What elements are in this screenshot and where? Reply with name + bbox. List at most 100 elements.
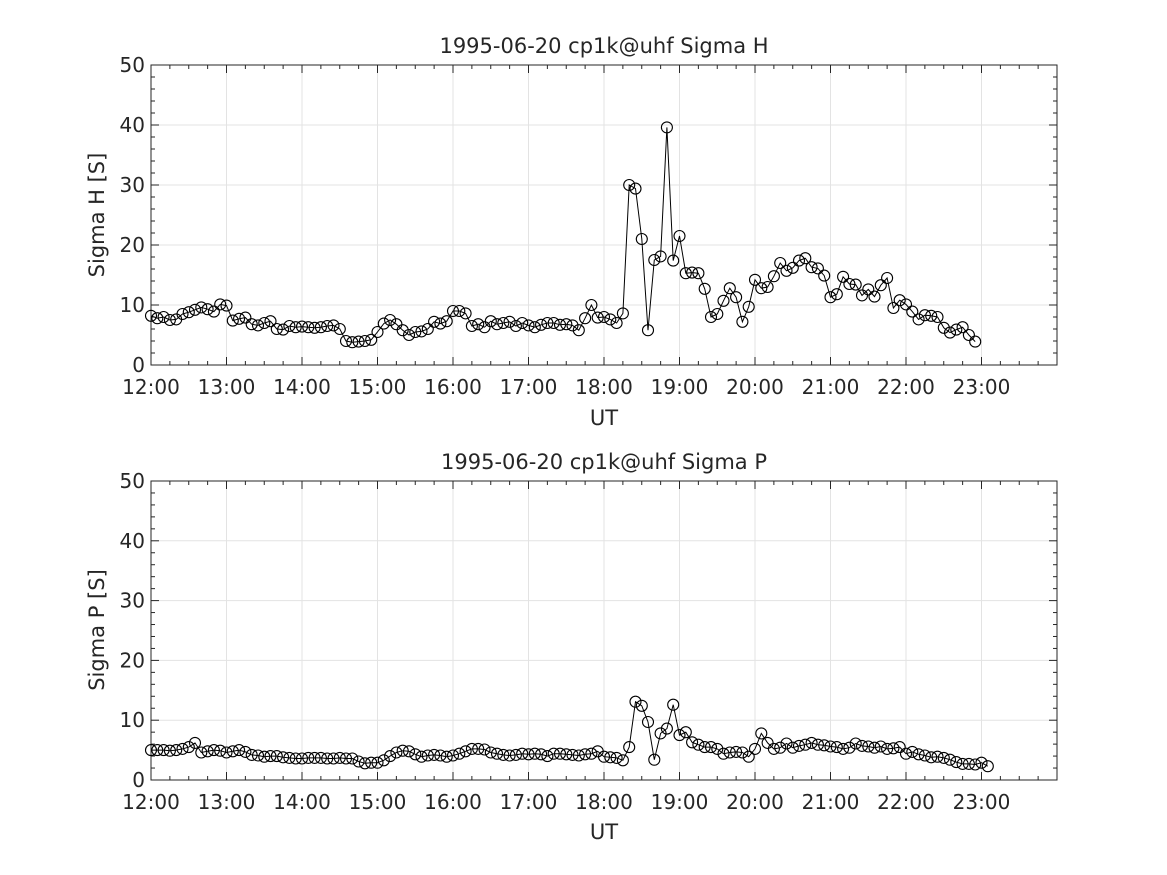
- sigma-h-data-point: [572, 324, 585, 337]
- sigma-p-data-point: [761, 736, 774, 749]
- sigma-h-xtick-label: 19:00: [651, 375, 709, 399]
- sigma-p-data-point: [981, 760, 994, 773]
- sigma-h-data-point: [761, 280, 774, 294]
- sigma-h-data-point: [969, 335, 982, 348]
- sigma-h-data-point: [648, 253, 661, 267]
- sigma-p-data-point: [535, 748, 548, 761]
- sigma-p-data-point: [616, 754, 629, 767]
- sigma-p-data-point: [748, 742, 762, 755]
- sigma-h-data-point: [245, 318, 258, 331]
- sigma-p-data-point: [648, 753, 661, 766]
- sigma-h-data-point: [239, 311, 252, 324]
- sigma-h-data-point: [207, 305, 220, 318]
- sigma-p-xtick-label: 21:00: [802, 790, 860, 814]
- sigma-p-data-point: [610, 751, 623, 764]
- sigma-h-data-point: [623, 178, 636, 192]
- sigma-h-data-point: [434, 317, 447, 330]
- sigma-p-data-point: [201, 745, 214, 758]
- sigma-h-data-point: [704, 310, 718, 324]
- sigma-p-xlabel: UT: [590, 820, 618, 844]
- sigma-p-data-point: [931, 750, 944, 763]
- sigma-h-data-point: [402, 328, 416, 342]
- sigma-p-data-point: [220, 746, 233, 759]
- sigma-h-data-point: [560, 318, 573, 331]
- sigma-h-data-point: [314, 321, 327, 334]
- sigma-p-data-point: [799, 738, 812, 751]
- sigma-p-data-point: [742, 750, 755, 763]
- sigma-h-data-point: [811, 262, 824, 275]
- sigma-p-ylabel: Sigma P [S]: [85, 569, 109, 691]
- sigma-p-data-point: [264, 750, 277, 763]
- sigma-p-xtick-label: 15:00: [349, 790, 407, 814]
- sigma-p-ytick-label: 40: [120, 529, 145, 553]
- sigma-h-data-point: [163, 313, 176, 327]
- sigma-p-data-point: [566, 748, 579, 761]
- sigma-h-data-point: [321, 319, 334, 333]
- sigma-p-data-point: [440, 750, 453, 763]
- sigma-p-data-point: [390, 746, 403, 759]
- sigma-h-data-point: [409, 325, 422, 339]
- sigma-h-xtick-label: 18:00: [575, 375, 633, 399]
- sigma-p-data-point: [679, 726, 692, 739]
- sigma-h-data-point: [830, 288, 843, 301]
- sigma-p-ytick-label: 30: [120, 589, 145, 613]
- sigma-p-data-point: [579, 748, 592, 761]
- sigma-p-data-point: [314, 751, 327, 764]
- sigma-h-data-point: [950, 323, 963, 336]
- sigma-p-data-point: [660, 722, 673, 735]
- sigma-h-data-point: [711, 307, 724, 321]
- sigma-h-data-point: [535, 318, 548, 331]
- sigma-p-data-point: [849, 737, 862, 750]
- sigma-p-data-point: [736, 746, 749, 759]
- sigma-h-data-point: [755, 282, 768, 295]
- sigma-h-data-point: [805, 261, 818, 274]
- sigma-p-data-point: [371, 756, 384, 769]
- sigma-h-data-point: [925, 309, 938, 322]
- sigma-p-data-point: [302, 751, 315, 764]
- sigma-p-data-point: [755, 727, 768, 740]
- sigma-h-data-point: [937, 321, 950, 334]
- sigma-h-data-point: [339, 334, 353, 348]
- sigma-h-data-point: [604, 313, 617, 326]
- sigma-p-data-point: [251, 749, 265, 762]
- sigma-h-data-point: [182, 306, 195, 319]
- sigma-p-data-point: [522, 748, 535, 761]
- sigma-p-data-point: [937, 751, 950, 764]
- sigma-p-ticks: [150, 480, 1057, 781]
- sigma-p-data-point: [283, 751, 296, 764]
- sigma-p-data-point: [421, 749, 434, 762]
- sigma-p-data-point: [830, 741, 843, 754]
- sigma-p-data-point: [358, 757, 371, 770]
- sigma-p-ytick-label: 20: [120, 648, 145, 672]
- sigma-p-data-point: [516, 747, 529, 760]
- sigma-p-panel: 12:00 13:00 14:00 15:00 16:00 17:00 18:00 19:00…: [85, 450, 1058, 844]
- sigma-p-data-point: [956, 757, 969, 770]
- sigma-h-data-point: [692, 267, 705, 280]
- sigma-p-data-point: [226, 745, 239, 758]
- sigma-h-ytick-label: 0: [132, 353, 145, 377]
- sigma-h-data-point: [503, 315, 516, 328]
- sigma-h-data-point: [597, 310, 611, 324]
- sigma-p-data-point: [604, 751, 617, 764]
- sigma-p-data-point: [270, 750, 283, 763]
- sigma-h-data-point: [868, 290, 881, 303]
- sigma-p-data-point: [969, 758, 982, 771]
- sigma-p-data-point: [635, 699, 648, 712]
- sigma-h-data-point: [780, 264, 793, 277]
- sigma-p-data-point: [478, 743, 491, 756]
- sigma-h-data-point: [516, 316, 529, 330]
- sigma-p-xtick-label: 16:00: [424, 790, 482, 814]
- sigma-h-xtick-label: 12:00: [122, 375, 180, 399]
- sigma-h-xtick-label: 15:00: [349, 375, 407, 399]
- sigma-h-data-point: [962, 328, 975, 342]
- sigma-p-data-point: [233, 744, 246, 757]
- sigma-p-data-point: [692, 738, 705, 751]
- sigma-h-data-point: [616, 307, 629, 320]
- sigma-p-data-point: [415, 750, 428, 763]
- sigma-p-data-point: [490, 747, 504, 760]
- sigma-h-ytick-label: 30: [120, 173, 145, 197]
- sigma-p-xtick-label: 13:00: [198, 790, 256, 814]
- sigma-p-data-point: [975, 756, 988, 769]
- sigma-p-data-point: [623, 741, 636, 754]
- sigma-p-data-point: [377, 754, 390, 767]
